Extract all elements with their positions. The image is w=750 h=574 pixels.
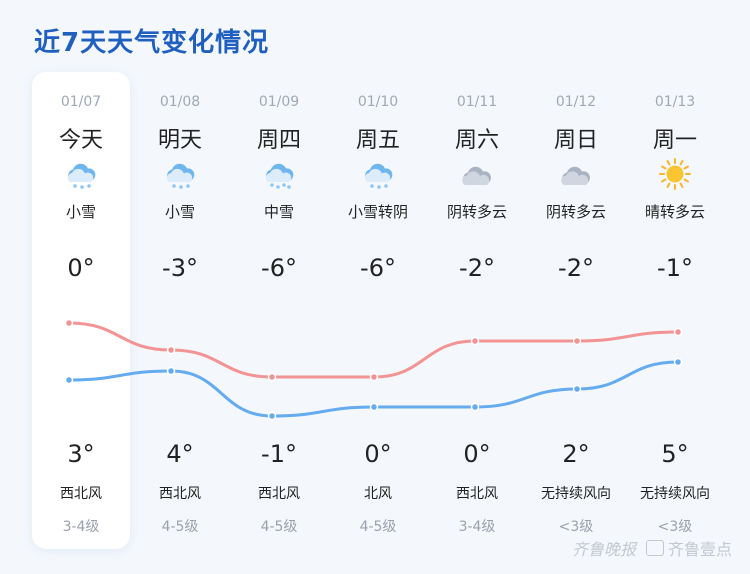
temperature-top: -3° (162, 254, 198, 282)
wind-level: <3级 (558, 519, 594, 535)
day-date: 01/13 (654, 94, 696, 110)
watermark-logo: 齐鲁晚报 (571, 540, 636, 559)
wind-level: 3-4级 (62, 519, 100, 535)
temperature-bottom: -1° (261, 440, 297, 468)
temperature-top: 0° (67, 254, 95, 282)
forecast-day-2: 01/09 周四中雪 -6° -1° 西北风 4-5级 (230, 0, 329, 574)
day-name: 周日 (553, 128, 598, 153)
forecast-day-6: 01/13 周一晴转多云 -1° 5° 无持续风向 <3级 (626, 0, 725, 574)
temperature-bottom: 0° (463, 440, 491, 468)
bottom-temperature-point-0 (64, 375, 74, 385)
weather-condition: 中雪 (263, 203, 294, 221)
day-name: 今天 (58, 128, 103, 153)
day-name: 周五 (355, 128, 400, 153)
temperature-bottom: 0° (364, 440, 392, 468)
top-temperature-point-3 (369, 372, 379, 382)
top-temperature-point-6 (673, 327, 683, 337)
wind-level: 4-5级 (260, 519, 298, 535)
forecast-day-1: 01/08 明天小雪 -3° 4° 西北风 4-5级 (131, 0, 230, 574)
forecast-day-5: 01/12 周日阴转多云 -2° 2° 无持续风向 <3级 (527, 0, 626, 574)
top-temperature-line (68, 321, 679, 379)
top-temperature-point-2 (267, 372, 277, 382)
page-title: 近7天天气变化情况 (34, 28, 270, 58)
top-temperature-point-5 (572, 336, 582, 346)
watermark-brand: 齐鲁壹点 (667, 540, 732, 559)
day-name: 明天 (157, 128, 202, 153)
bottom-temperature-point-2 (267, 411, 277, 421)
temperature-bottom: 5° (661, 440, 689, 468)
forecast-day-4: 01/11 周六阴转多云 -2° 0° 西北风 3-4级 (428, 0, 527, 574)
weather-condition: 小雪 (164, 203, 195, 221)
day-name: 周一 (652, 128, 697, 153)
light-snow-icon (329, 158, 428, 190)
bottom-temperature-point-6 (673, 357, 683, 367)
bottom-temperature-point-5 (572, 384, 582, 394)
temperature-curve-chart (64, 318, 683, 421)
day-date: 01/10 (357, 94, 399, 110)
weather-condition: 小雪转阴 (347, 203, 408, 221)
wind-level: <3级 (657, 519, 693, 535)
temperature-bottom: 4° (166, 440, 194, 468)
weather-condition: 阴转多云 (446, 203, 507, 221)
top-temperature-point-0 (64, 318, 74, 328)
top-temperature-point-1 (166, 345, 176, 355)
bottom-temperature-point-1 (166, 366, 176, 376)
day-name: 周六 (454, 128, 499, 153)
day-date: 01/08 (159, 94, 201, 110)
overcast-cloud-icon (527, 158, 626, 190)
weather-condition: 阴转多云 (545, 203, 606, 221)
temperature-bottom: 2° (562, 440, 590, 468)
watermark: 齐鲁晚报 齐鲁壹点 (572, 536, 732, 560)
brand-box-icon (645, 540, 664, 556)
wind-direction: 北风 (364, 486, 392, 502)
wind-direction: 无持续风向 (541, 486, 611, 502)
wind-level: 4-5级 (359, 519, 397, 535)
day-name: 周四 (256, 128, 301, 153)
wind-direction: 无持续风向 (640, 486, 710, 502)
bottom-temperature-point-3 (369, 402, 379, 412)
watermark-brand-group: 齐鲁壹点 (645, 536, 732, 560)
temperature-bottom: 3° (67, 440, 95, 468)
temperature-top: -2° (459, 254, 495, 282)
day-date: 01/09 (258, 94, 300, 110)
temperature-top: -2° (558, 254, 594, 282)
weather-condition: 小雪 (65, 203, 96, 221)
temperature-top: -1° (657, 254, 693, 282)
forecast-day-3: 01/10 周五小雪转阴 -6° 0° 北风 4-5级 (329, 0, 428, 574)
sunny-icon (626, 158, 725, 190)
forecast-day-0: 01/07 今天小雪 0° 3° 西北风 3-4级 (32, 0, 131, 574)
weather-condition: 晴转多云 (644, 203, 705, 221)
wind-direction: 西北风 (60, 486, 102, 502)
moderate-snow-icon (230, 158, 329, 190)
temperature-top: -6° (261, 254, 297, 282)
light-snow-icon (131, 158, 230, 190)
day-date: 01/11 (456, 94, 498, 110)
day-date: 01/07 (60, 94, 102, 110)
wind-direction: 西北风 (456, 486, 498, 502)
wind-level: 4-5级 (161, 519, 199, 535)
bottom-temperature-point-4 (470, 402, 480, 412)
wind-direction: 西北风 (159, 486, 201, 502)
light-snow-icon (32, 158, 131, 190)
top-temperature-point-4 (470, 336, 480, 346)
wind-level: 3-4级 (458, 519, 496, 535)
today-highlight-card (32, 72, 130, 549)
temperature-top: -6° (360, 254, 396, 282)
wind-direction: 西北风 (258, 486, 300, 502)
overcast-cloud-icon (428, 158, 527, 190)
day-date: 01/12 (555, 94, 597, 110)
